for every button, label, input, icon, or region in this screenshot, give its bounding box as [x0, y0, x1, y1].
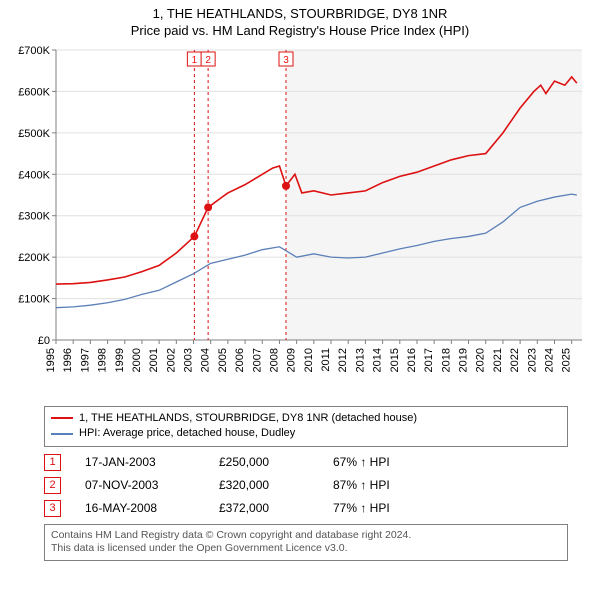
- svg-text:3: 3: [283, 55, 289, 66]
- svg-text:2019: 2019: [458, 348, 470, 372]
- svg-text:2025: 2025: [561, 348, 573, 372]
- event-num-box: 1: [44, 454, 61, 471]
- svg-text:1: 1: [192, 55, 198, 66]
- svg-text:£400K: £400K: [18, 169, 50, 181]
- legend-row: HPI: Average price, detached house, Dudl…: [51, 426, 561, 441]
- svg-text:£200K: £200K: [18, 252, 50, 264]
- svg-text:£700K: £700K: [18, 45, 50, 57]
- svg-text:2010: 2010: [303, 348, 315, 372]
- svg-text:2003: 2003: [183, 348, 195, 372]
- event-row: 1 17-JAN-2003 £250,000 67% ↑ HPI: [44, 451, 568, 474]
- svg-text:2007: 2007: [251, 348, 263, 372]
- legend-swatch: [51, 417, 73, 419]
- svg-text:1995: 1995: [45, 348, 57, 372]
- svg-text:2012: 2012: [337, 348, 349, 372]
- svg-text:1999: 1999: [114, 348, 126, 372]
- svg-text:2015: 2015: [389, 348, 401, 372]
- container: 1, THE HEATHLANDS, STOURBRIDGE, DY8 1NR …: [0, 0, 600, 561]
- footer-line-2: This data is licensed under the Open Gov…: [51, 542, 561, 556]
- event-pct: 87% ↑ HPI: [333, 478, 390, 492]
- event-row: 2 07-NOV-2003 £320,000 87% ↑ HPI: [44, 474, 568, 497]
- footer-box: Contains HM Land Registry data © Crown c…: [44, 524, 568, 561]
- event-date: 16-MAY-2008: [85, 501, 195, 515]
- svg-text:2013: 2013: [354, 348, 366, 372]
- event-date: 07-NOV-2003: [85, 478, 195, 492]
- svg-text:2018: 2018: [440, 348, 452, 372]
- event-price: £372,000: [219, 501, 309, 515]
- event-row: 3 16-MAY-2008 £372,000 77% ↑ HPI: [44, 497, 568, 520]
- event-date: 17-JAN-2003: [85, 455, 195, 469]
- svg-text:1996: 1996: [62, 348, 74, 372]
- svg-text:2001: 2001: [148, 348, 160, 372]
- title-line-1: 1, THE HEATHLANDS, STOURBRIDGE, DY8 1NR: [0, 6, 600, 23]
- legend-swatch: [51, 433, 73, 435]
- svg-text:1998: 1998: [97, 348, 109, 372]
- svg-text:£500K: £500K: [18, 128, 50, 140]
- svg-text:£0: £0: [38, 335, 50, 347]
- svg-text:2016: 2016: [406, 348, 418, 372]
- svg-text:2017: 2017: [423, 348, 435, 372]
- title-line-2: Price paid vs. HM Land Registry's House …: [0, 23, 600, 40]
- events-table: 1 17-JAN-2003 £250,000 67% ↑ HPI 2 07-NOV-200…: [44, 451, 568, 520]
- svg-text:2006: 2006: [234, 348, 246, 372]
- svg-text:2022: 2022: [509, 348, 521, 372]
- svg-text:2020: 2020: [475, 348, 487, 372]
- event-num-box: 3: [44, 500, 61, 517]
- legend-label: 1, THE HEATHLANDS, STOURBRIDGE, DY8 1NR …: [79, 411, 417, 426]
- svg-text:2009: 2009: [286, 348, 298, 372]
- svg-text:£300K: £300K: [18, 210, 50, 222]
- svg-text:2: 2: [205, 55, 211, 66]
- svg-text:2002: 2002: [165, 348, 177, 372]
- legend-row: 1, THE HEATHLANDS, STOURBRIDGE, DY8 1NR …: [51, 411, 561, 426]
- svg-text:2023: 2023: [526, 348, 538, 372]
- svg-text:2008: 2008: [268, 348, 280, 372]
- svg-text:2021: 2021: [492, 348, 504, 372]
- legend-label: HPI: Average price, detached house, Dudl…: [79, 426, 295, 441]
- chart-svg: £0 £100K £200K £300K £400K £500K £600K £700K 199…: [0, 40, 600, 400]
- svg-text:2024: 2024: [543, 348, 555, 372]
- legend-box: 1, THE HEATHLANDS, STOURBRIDGE, DY8 1NR …: [44, 406, 568, 447]
- svg-text:£600K: £600K: [18, 86, 50, 98]
- chart-area: £0 £100K £200K £300K £400K £500K £600K £700K 199…: [0, 40, 600, 400]
- svg-text:£100K: £100K: [18, 293, 50, 305]
- svg-text:2011: 2011: [320, 348, 332, 372]
- chart-titles: 1, THE HEATHLANDS, STOURBRIDGE, DY8 1NR …: [0, 0, 600, 40]
- event-price: £320,000: [219, 478, 309, 492]
- event-price: £250,000: [219, 455, 309, 469]
- event-num-box: 2: [44, 477, 61, 494]
- svg-text:1997: 1997: [79, 348, 91, 372]
- event-pct: 77% ↑ HPI: [333, 501, 390, 515]
- svg-text:2014: 2014: [372, 348, 384, 372]
- svg-text:2000: 2000: [131, 348, 143, 372]
- event-pct: 67% ↑ HPI: [333, 455, 390, 469]
- svg-text:2005: 2005: [217, 348, 229, 372]
- footer-line-1: Contains HM Land Registry data © Crown c…: [51, 529, 561, 543]
- svg-text:2004: 2004: [200, 348, 212, 372]
